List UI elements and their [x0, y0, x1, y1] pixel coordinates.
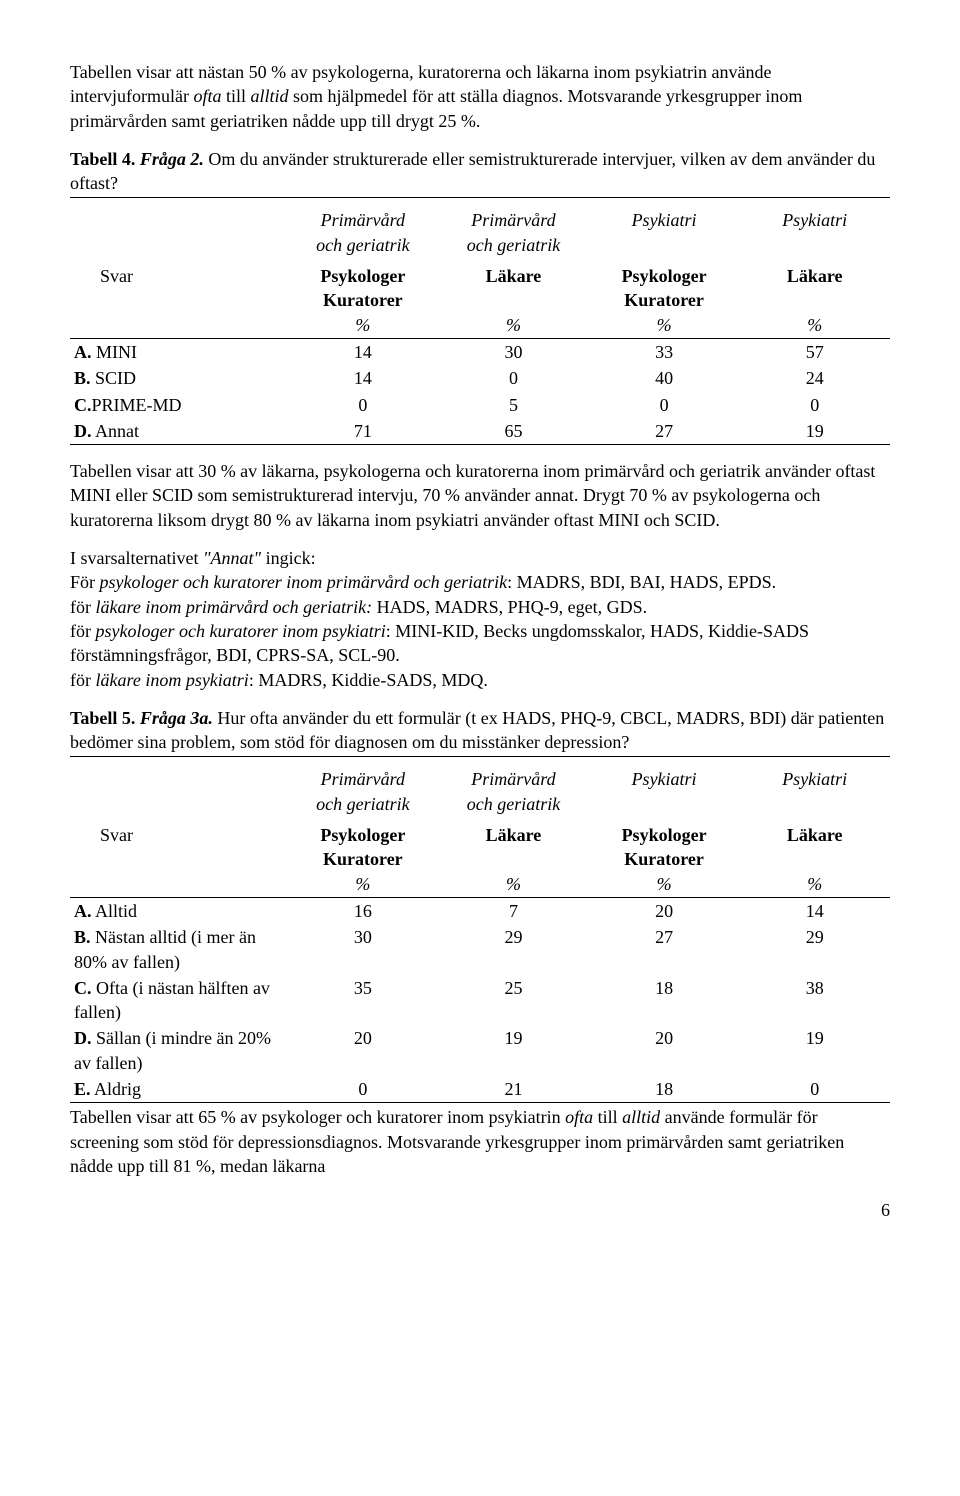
table-row: C. Ofta (i nästan hälften av fallen)3525… [70, 975, 890, 1026]
col-head: Psykiatri [739, 202, 890, 263]
annat-list: I svarsalternativet "Annat" ingick: För … [70, 546, 890, 692]
table4-summary: Tabellen visar att 30 % av läkarna, psyk… [70, 459, 890, 532]
table5-caption: Tabell 5. Fråga 3a. Hur ofta använder du… [70, 706, 890, 755]
table-row: A. Alltid1672014 [70, 898, 890, 924]
table-row: A. MINI14303357 [70, 339, 890, 365]
page-number: 6 [70, 1198, 890, 1222]
table5: Primärvårdoch geriatrik Primärvårdoch ge… [70, 761, 890, 1103]
table4-caption: Tabell 4. Fråga 2. Om du använder strukt… [70, 147, 890, 196]
svar-label: Svar [70, 263, 288, 338]
table-row: D. Sällan (i mindre än 20% av fallen)201… [70, 1025, 890, 1076]
table5-summary: Tabellen visar att 65 % av psykologer oc… [70, 1105, 890, 1178]
table-row: E. Aldrig021180 [70, 1076, 890, 1102]
table-row: B. SCID1404024 [70, 365, 890, 391]
table-row: B. Nästan alltid (i mer än 80% av fallen… [70, 924, 890, 975]
col-head: Primärvårdoch geriatrik [288, 202, 439, 263]
table4: Primärvårdoch geriatrik Primärvårdoch ge… [70, 202, 890, 445]
col-head: Primärvårdoch geriatrik [438, 202, 589, 263]
table4-top-rule [70, 197, 890, 198]
svar-label: Svar [70, 822, 288, 897]
table-row: C.PRIME-MD0500 [70, 392, 890, 418]
intro-paragraph: Tabellen visar att nästan 50 % av psykol… [70, 60, 890, 133]
table-row: D. Annat71652719 [70, 418, 890, 444]
table5-top-rule [70, 756, 890, 757]
col-head: Psykiatri [589, 202, 740, 263]
